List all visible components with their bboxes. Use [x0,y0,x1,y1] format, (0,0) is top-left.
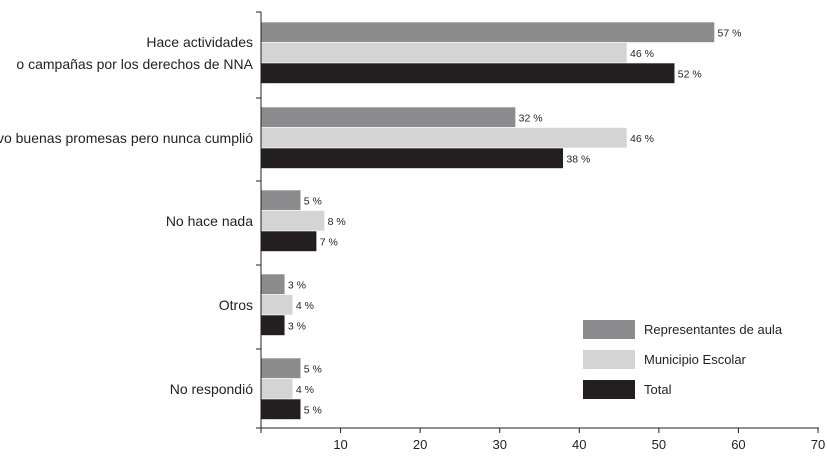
data-label: 46 % [630,133,654,145]
category-label: Tuvo buenas promesas pero nunca cumplió [0,130,253,146]
data-label: 38 % [566,153,590,165]
bar [260,147,564,169]
data-label: 3 % [288,320,306,332]
legend-label: Total [644,382,672,397]
legend-label: Representantes de aula [644,322,783,337]
bar [260,42,628,64]
bar [260,314,286,336]
x-tick-label: 20 [413,437,427,452]
category-label: o campañas por los derechos de NNA [16,56,253,72]
category-label: No hace nada [166,213,253,229]
x-tick-label: 70 [811,437,825,452]
legend-label: Municipio Escolar [644,352,747,367]
data-label: 52 % [678,68,702,80]
legend-swatch [583,380,635,399]
data-label: 46 % [630,48,654,60]
data-label: 32 % [519,112,543,124]
axes: 10 20 30 40 50 60 70 [256,11,825,452]
bar [260,127,628,149]
bar [260,273,286,295]
x-tick-label: 50 [652,437,666,452]
data-label: 57 % [718,27,742,39]
data-label: 5 % [304,195,322,207]
x-tick-label: 60 [731,437,745,452]
data-label: 5 % [304,363,322,375]
bar [260,378,294,400]
data-label: 7 % [320,236,338,248]
bar [260,106,516,128]
bar [260,21,715,43]
bar [260,357,302,379]
x-tick-label: 40 [572,437,586,452]
data-label: 4 % [296,384,314,396]
legend: Representantes de aula Municipio Escolar T… [583,320,783,399]
category-label: No respondió [170,381,253,397]
category-label: Otros [219,297,253,313]
bar [260,210,325,232]
category-labels-layer: Hace actividades o campañas por los derec… [0,34,254,397]
legend-swatch [583,320,635,339]
data-labels-layer: 57 % 46 % 52 % 32 % 46 % 38 % 5 % 8 % 7 % 3 % 4 % 3… [288,27,742,416]
bar [260,189,302,211]
data-label: 8 % [328,216,346,228]
bar [260,62,676,84]
bar [260,230,318,252]
bar [260,294,294,316]
data-label: 5 % [304,404,322,416]
bar [260,398,302,420]
x-tick-label: 10 [333,437,347,452]
data-label: 3 % [288,279,306,291]
legend-swatch [583,350,635,369]
category-label: Hace actividades [146,34,253,50]
data-label: 4 % [296,300,314,312]
x-tick-label: 30 [492,437,506,452]
